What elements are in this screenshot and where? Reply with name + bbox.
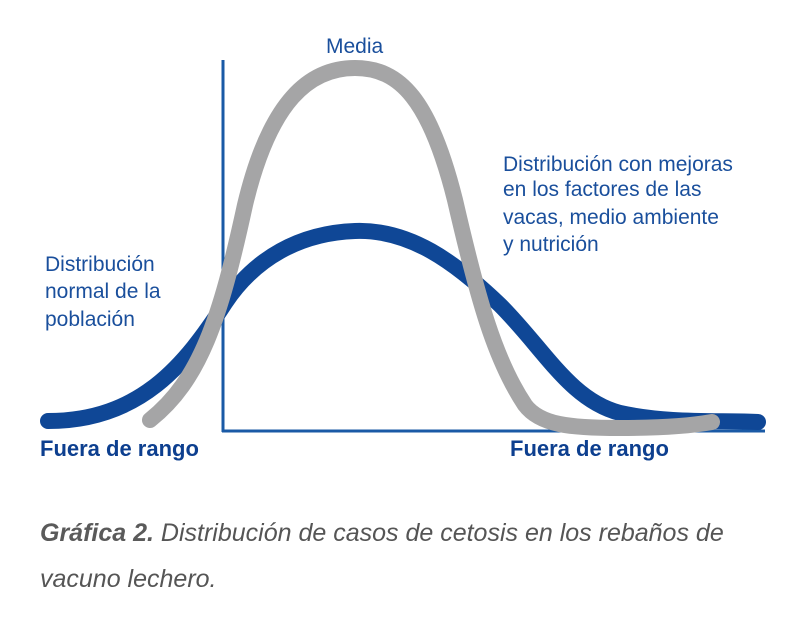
caption-text: Distribución de casos de cetosis en los … — [40, 519, 724, 593]
normal-label-line: Distribución — [45, 253, 155, 276]
media-label: Media — [326, 35, 384, 58]
improved-label-line: en los factores de las — [503, 178, 701, 201]
out-of-range-right-label: Fuera de rango — [510, 436, 669, 461]
improved-distribution-curve — [142, 60, 720, 436]
normal-label-line: población — [45, 308, 135, 331]
normal-label-line: normal de la — [45, 280, 161, 303]
figure-caption: Gráfica 2. Distribución de casos de ceto… — [40, 510, 760, 602]
out-of-range-left-label: Fuera de rango — [40, 436, 199, 461]
improved-label-line: y nutrición — [503, 233, 599, 256]
improved-label-line: vacas, medio ambiente — [503, 206, 719, 229]
improved-label-line: Distribución con mejoras — [503, 153, 733, 176]
caption-label: Gráfica 2. — [40, 519, 154, 547]
normal-distribution-curve — [40, 222, 766, 430]
